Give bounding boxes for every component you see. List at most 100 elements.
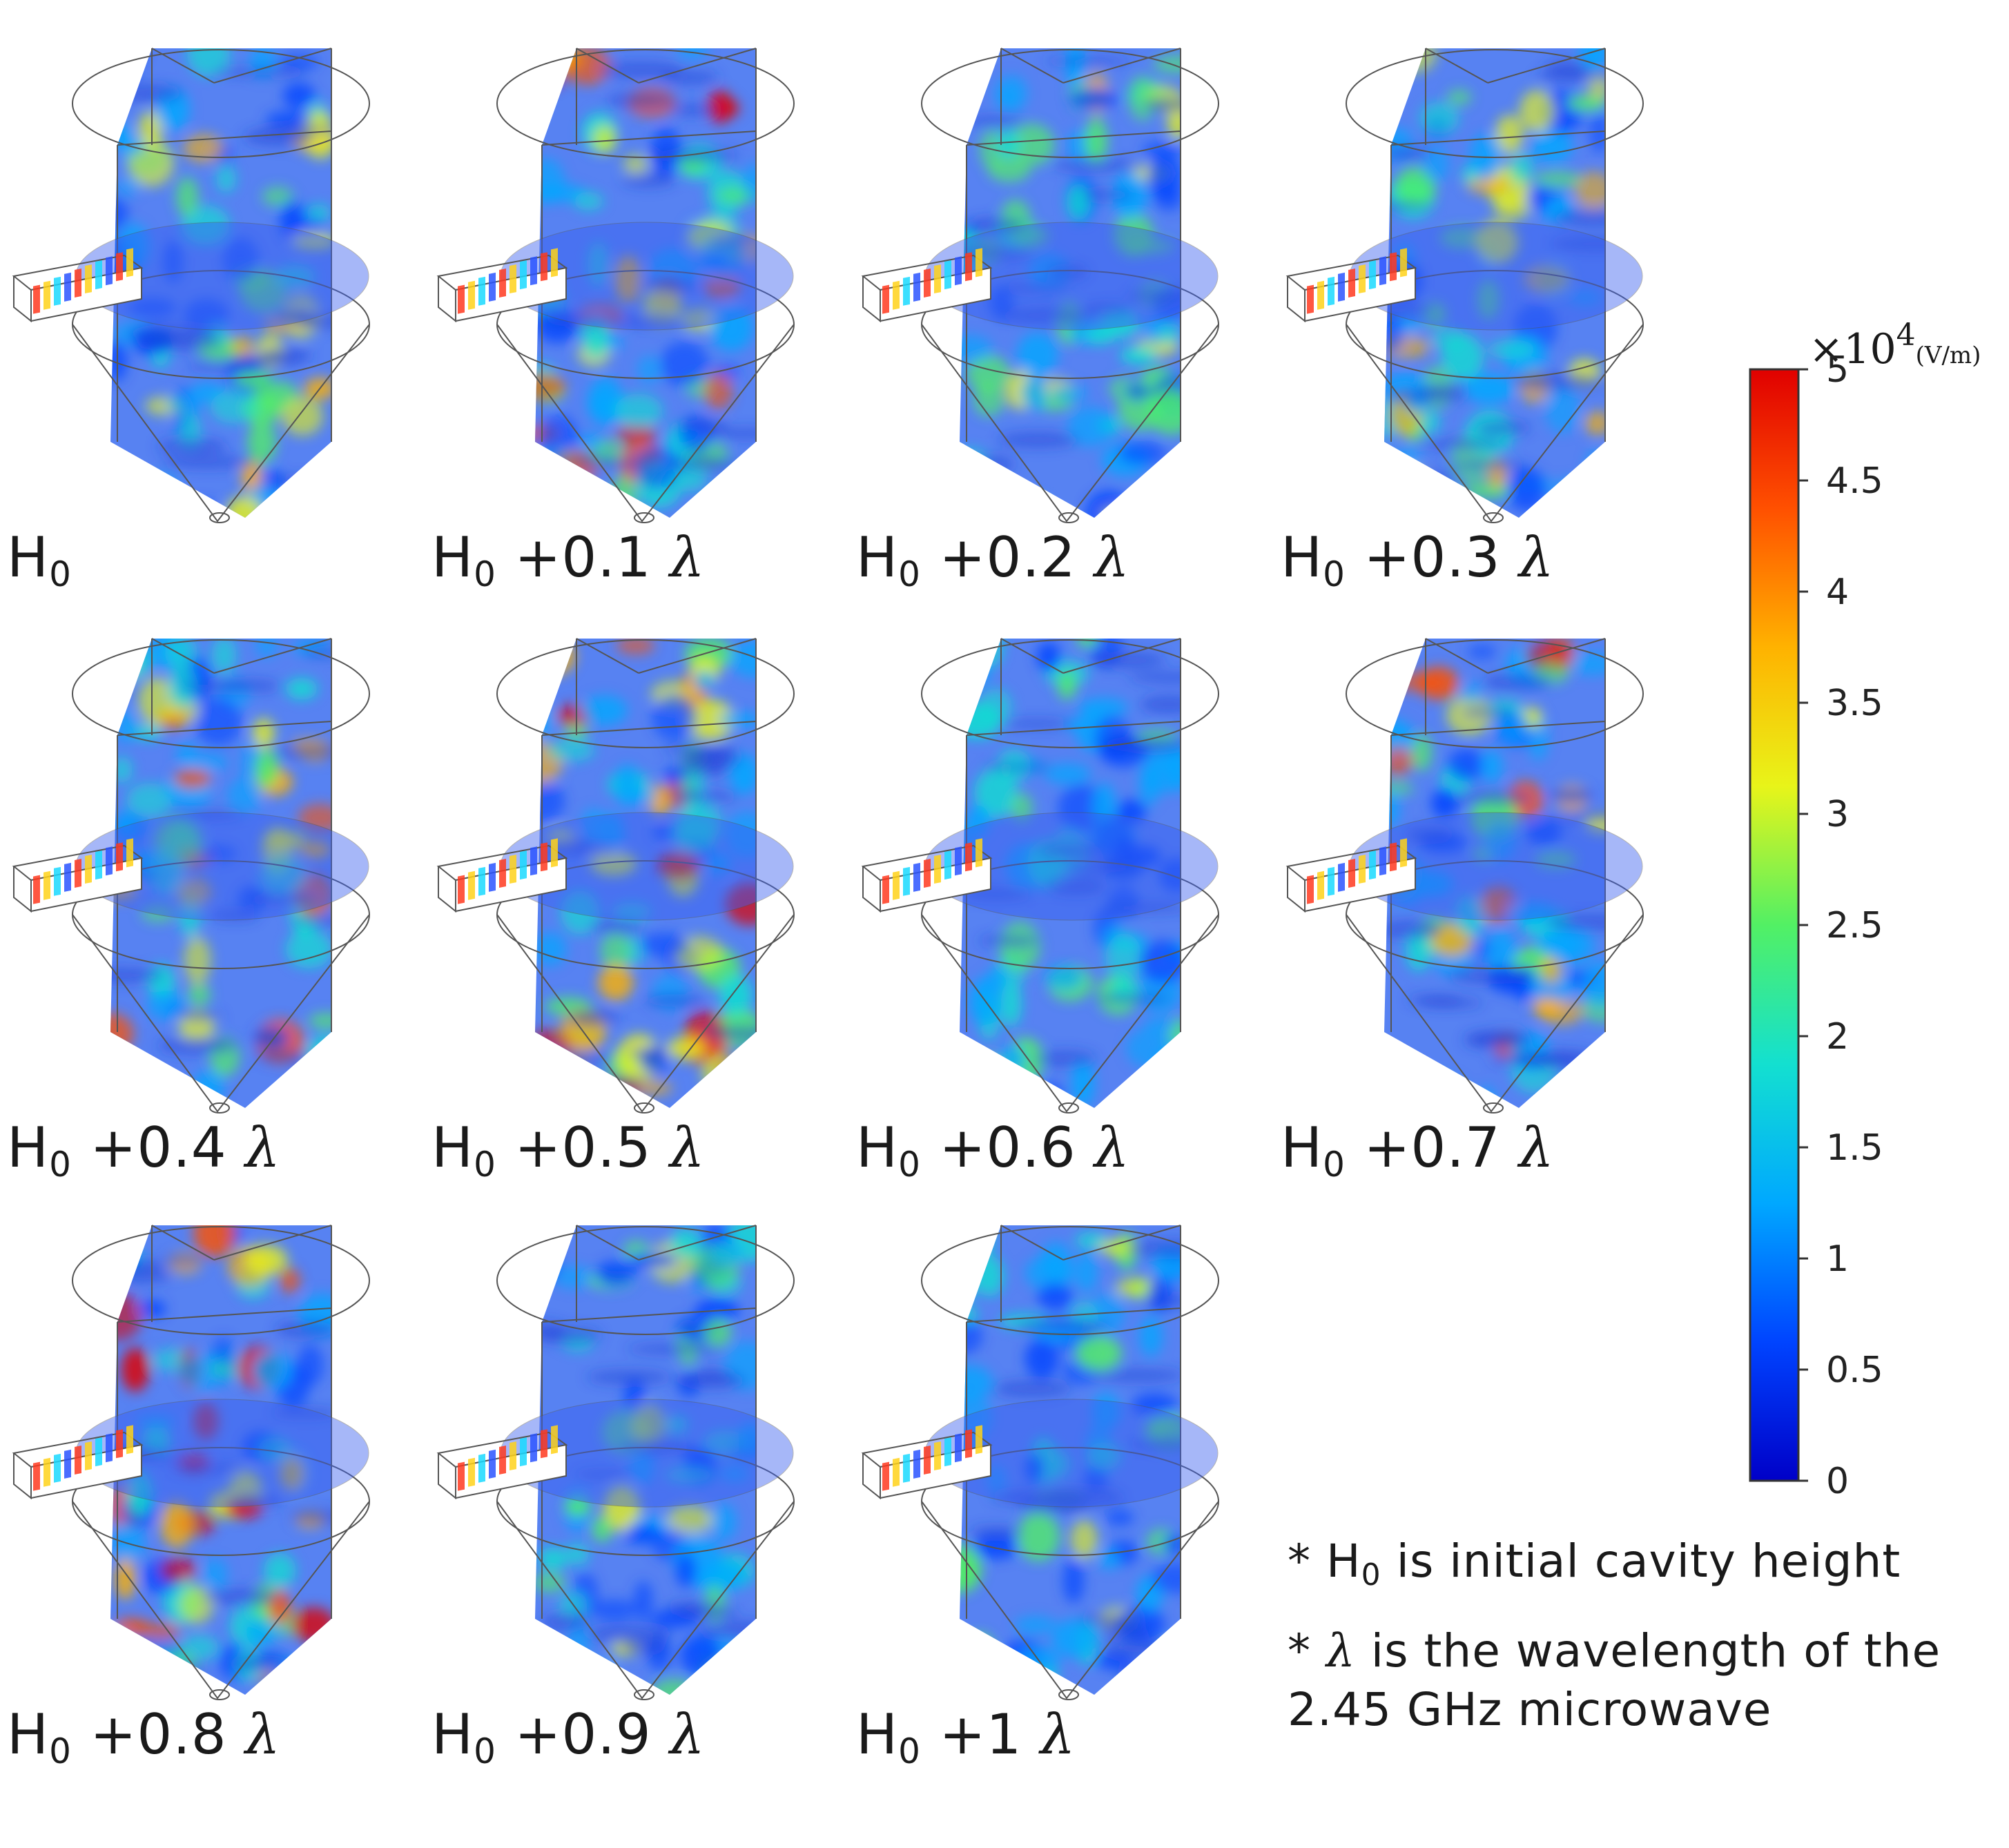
field-hotspot xyxy=(1125,1027,1175,1069)
waveguide-field-band xyxy=(944,850,951,880)
field-hotspot xyxy=(1391,448,1422,469)
field-hotspot xyxy=(1163,1533,1181,1555)
waveguide-field-band xyxy=(126,248,133,278)
field-hotspot xyxy=(1143,758,1181,794)
field-hotspot xyxy=(535,52,557,88)
field-node xyxy=(1101,1623,1150,1640)
field-node xyxy=(295,311,331,330)
field-hotspot xyxy=(695,1678,724,1695)
field-hotspot xyxy=(291,1607,331,1643)
caption-subscript: 0 xyxy=(1323,554,1346,594)
field-hotspot xyxy=(1507,902,1557,924)
panel-caption: H0 +0.9 λ xyxy=(431,1707,706,1769)
panel-caption: H0 +1 λ xyxy=(856,1707,1076,1769)
waveguide-field-band xyxy=(54,1453,61,1483)
waveguide-field-band xyxy=(1348,859,1355,888)
field-node xyxy=(1549,236,1605,252)
colorbar-tick-label: 0 xyxy=(1826,1461,1849,1502)
field-hotspot xyxy=(1384,719,1415,756)
field-hotspot xyxy=(1424,1082,1473,1106)
field-hotspot xyxy=(708,1562,746,1590)
field-node xyxy=(621,1642,668,1655)
waveguide-field-band xyxy=(85,1441,92,1471)
caption-base: H xyxy=(856,1702,899,1767)
field-hotspot xyxy=(600,932,632,971)
field-hotspot xyxy=(614,393,663,429)
field-node xyxy=(1079,1613,1133,1626)
caption-lambda: λ xyxy=(1040,1702,1076,1767)
field-hotspot xyxy=(1058,784,1106,833)
field-hotspot xyxy=(976,1256,1004,1297)
field-hotspot xyxy=(1098,1238,1138,1256)
field-hotspot xyxy=(110,1013,134,1054)
field-hotspot xyxy=(173,769,211,788)
field-hotspot xyxy=(133,1414,177,1428)
field-node xyxy=(181,682,251,691)
colorbar-tick-label: 3 xyxy=(1826,794,1849,835)
note-wavelength: * λ is the wavelength of the 2.45 GHz mic… xyxy=(1288,1624,1941,1736)
waveguide-field-band xyxy=(85,264,92,294)
field-node xyxy=(1385,387,1468,404)
field-hotspot xyxy=(963,1633,996,1675)
waveguide-field-band xyxy=(85,855,92,884)
field-hotspot xyxy=(1484,821,1517,862)
field-hotspot xyxy=(246,420,277,464)
field-hotspot xyxy=(701,1056,740,1093)
waveguide-field-band xyxy=(976,248,982,278)
field-panel: H0 +1 λ xyxy=(856,1212,1277,1769)
waveguide-field-band xyxy=(1348,269,1355,298)
field-panel: H0 +0.7 λ xyxy=(1281,625,1702,1182)
field-hotspot xyxy=(1384,746,1413,776)
field-hotspot xyxy=(719,1465,750,1482)
field-hotspot xyxy=(262,831,306,848)
field-hotspot xyxy=(535,780,565,822)
colorbar-multiplier: ×10 xyxy=(1809,325,1896,373)
field-hotspot xyxy=(1124,382,1152,401)
field-panel: H0 +0.9 λ xyxy=(431,1212,853,1769)
field-node xyxy=(1545,59,1589,79)
waveguide xyxy=(12,1425,144,1500)
panel-caption: H0 +0.3 λ xyxy=(1281,530,1555,592)
waveguide-field-band xyxy=(458,1461,465,1491)
field-hotspot xyxy=(110,196,128,231)
field-node xyxy=(669,790,738,802)
field-node xyxy=(963,115,1026,127)
caption-base: H xyxy=(1281,525,1323,590)
field-hotspot xyxy=(633,1580,654,1622)
waveguide-field-band xyxy=(893,870,900,900)
field-hotspot xyxy=(616,639,655,655)
field-hotspot xyxy=(1084,1463,1108,1490)
field-hotspot xyxy=(226,778,264,813)
field-hotspot xyxy=(657,851,701,881)
field-hotspot xyxy=(590,851,637,876)
field-hotspot xyxy=(627,789,657,804)
field-hotspot xyxy=(573,192,604,211)
waveguide-field-band xyxy=(499,269,506,298)
field-node xyxy=(1452,791,1533,805)
waveguide-field-band xyxy=(1400,248,1407,278)
field-hotspot xyxy=(133,725,162,740)
field-hotspot xyxy=(184,298,229,329)
field-hotspot xyxy=(1100,507,1149,518)
field-hotspot xyxy=(561,891,599,935)
field-hotspot xyxy=(709,303,754,351)
caption-lambda: λ xyxy=(245,1116,281,1180)
waveguide xyxy=(1285,248,1417,323)
field-hotspot xyxy=(1084,325,1116,345)
field-hotspot xyxy=(1584,411,1605,436)
field-hotspot xyxy=(546,739,595,762)
cavity-field-plot xyxy=(436,48,795,523)
field-hotspot xyxy=(1568,289,1602,306)
field-node xyxy=(1422,438,1505,450)
field-hotspot xyxy=(1507,467,1546,512)
field-hotspot xyxy=(194,697,242,746)
caption-subscript: 0 xyxy=(898,554,921,594)
waveguide xyxy=(436,248,568,323)
field-hotspot xyxy=(1406,1082,1454,1108)
panel-caption: H0 +0.5 λ xyxy=(431,1120,706,1183)
field-hotspot xyxy=(1406,930,1432,971)
field-hotspot xyxy=(1488,340,1536,360)
waveguide-field-band xyxy=(1379,256,1386,286)
field-hotspot xyxy=(960,1365,993,1401)
caption-subscript: 0 xyxy=(474,554,496,594)
